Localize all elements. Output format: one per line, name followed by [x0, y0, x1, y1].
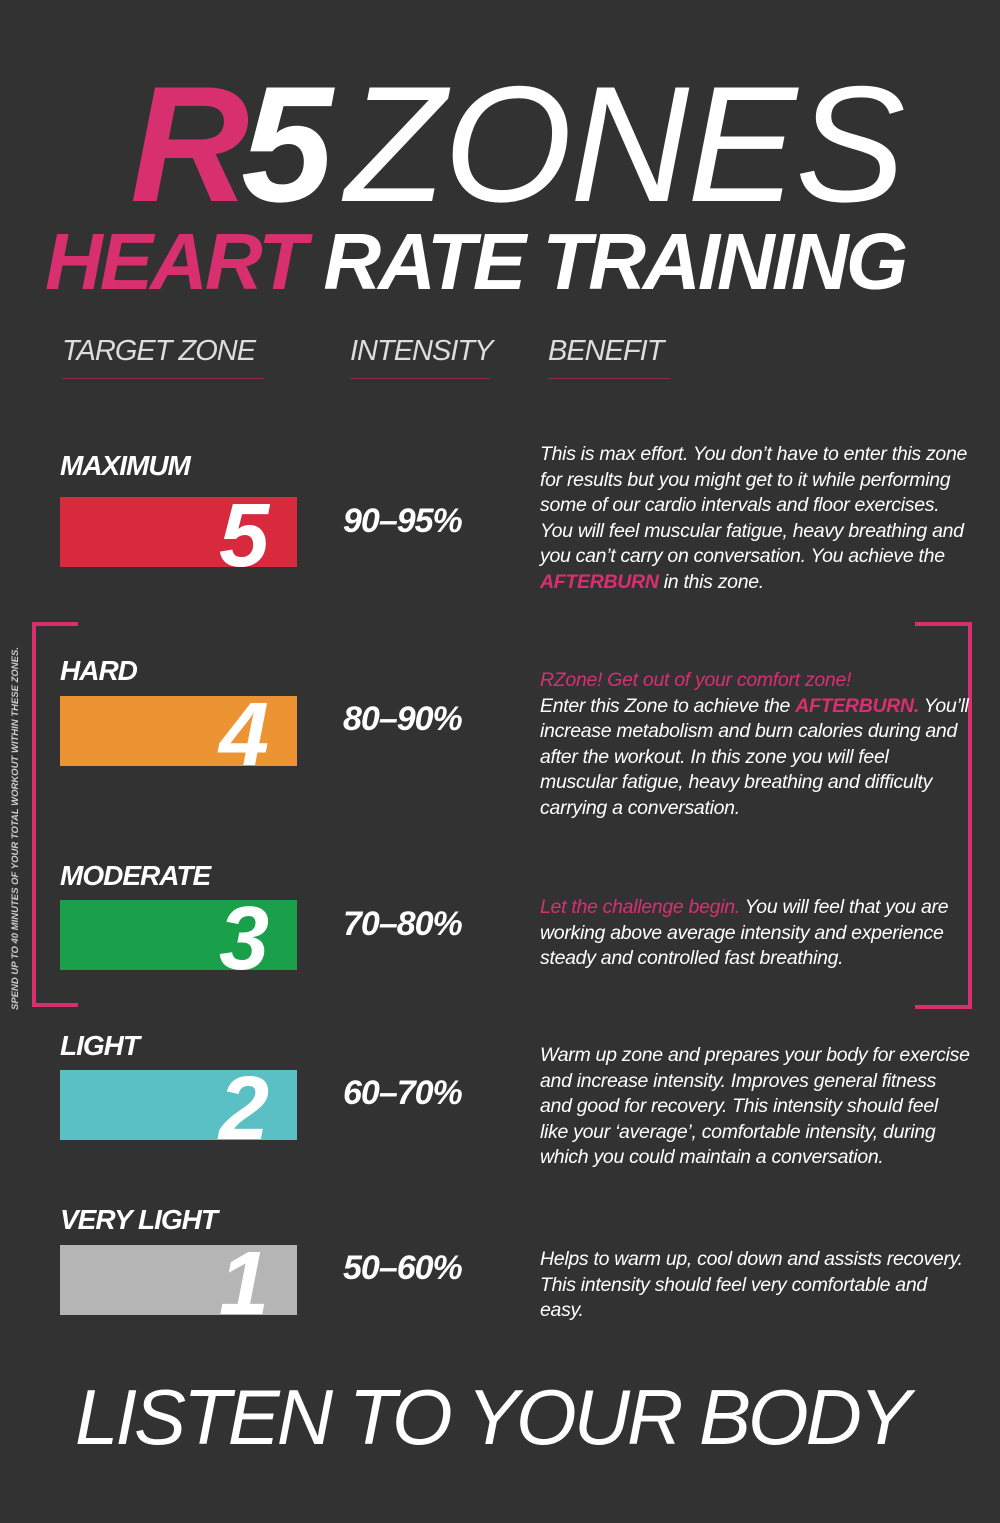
zone-5-bar: 5 [60, 491, 297, 581]
zone-5-intensity: 90–95% [343, 502, 463, 540]
afterburn-highlight: AFTERBURN [540, 570, 659, 593]
desc-text: Enter this Zone to achieve the [540, 694, 796, 717]
zone-1-number: 1 [218, 1234, 269, 1334]
title-zones: ZONES [344, 52, 905, 236]
bracket-left [32, 622, 78, 1007]
desc-text: Helps to warm up, cool down and assists … [540, 1248, 963, 1321]
header-benefit: BENEFIT [548, 335, 670, 379]
footer-slogan: LISTEN TO YOUR BODY [75, 1373, 911, 1461]
zone-3-bar: 3 [60, 894, 297, 984]
zone-3-number: 3 [218, 889, 269, 989]
zone-5-number: 5 [218, 486, 269, 586]
title-r5-zones: R5 ZONES [130, 62, 905, 227]
bracket-right [915, 622, 972, 1009]
zone-3-intensity: 70–80% [343, 905, 463, 943]
zone-5-description: This is max effort. You don’t have to en… [540, 442, 970, 595]
afterburn-highlight: AFTERBURN. [795, 694, 919, 717]
zone-2-bar: 2 [60, 1064, 297, 1154]
desc-text: You’ll increase metabolism and burn calo… [540, 694, 969, 819]
desc-text: You will feel that you are working above… [540, 896, 949, 969]
desc-lead: RZone! Get out of your comfort zone! [540, 669, 852, 691]
zone-5-label: MAXIMUM [60, 450, 191, 481]
header-intensity: INTENSITY [350, 335, 493, 379]
desc-text: Warm up zone and prepares your body for … [540, 1044, 970, 1168]
zone-2-label: LIGHT [60, 1030, 140, 1061]
zone-2-number: 2 [218, 1059, 269, 1159]
header-target-zone: TARGET ZONE [62, 335, 264, 379]
title-r: R [130, 52, 249, 236]
zone-1-bar: 1 [60, 1239, 297, 1329]
side-note: SPEND UP TO 40 MINUTES OF YOUR TOTAL WOR… [10, 647, 21, 1010]
zone-2-intensity: 60–70% [343, 1074, 463, 1112]
zone-3-label: MODERATE [60, 860, 211, 891]
zone-1-intensity: 50–60% [343, 1249, 463, 1287]
desc-text: This is max effort. You don’t have to en… [540, 443, 968, 567]
subtitle-heart: HEART [45, 217, 307, 306]
zone-3-description: Let the challenge begin. You will feel t… [540, 895, 970, 972]
zone-1-description: Helps to warm up, cool down and assists … [540, 1247, 970, 1324]
zone-2-description: Warm up zone and prepares your body for … [540, 1043, 970, 1171]
subtitle: HEART RATE TRAINING [45, 222, 908, 302]
zone-1-label: VERY LIGHT [60, 1204, 218, 1235]
zone-4-number: 4 [218, 685, 269, 785]
subtitle-rate-training: RATE TRAINING [323, 217, 908, 306]
zone-4-label: HARD [60, 655, 138, 686]
zone-4-intensity: 80–90% [343, 700, 463, 738]
desc-lead: Let the challenge begin. [540, 896, 740, 918]
desc-text: in this zone. [658, 570, 764, 593]
zone-4-description: RZone! Get out of your comfort zone! Ente… [540, 668, 970, 821]
title-5: 5 [241, 52, 333, 236]
zone-4-bar: 4 [60, 690, 297, 780]
